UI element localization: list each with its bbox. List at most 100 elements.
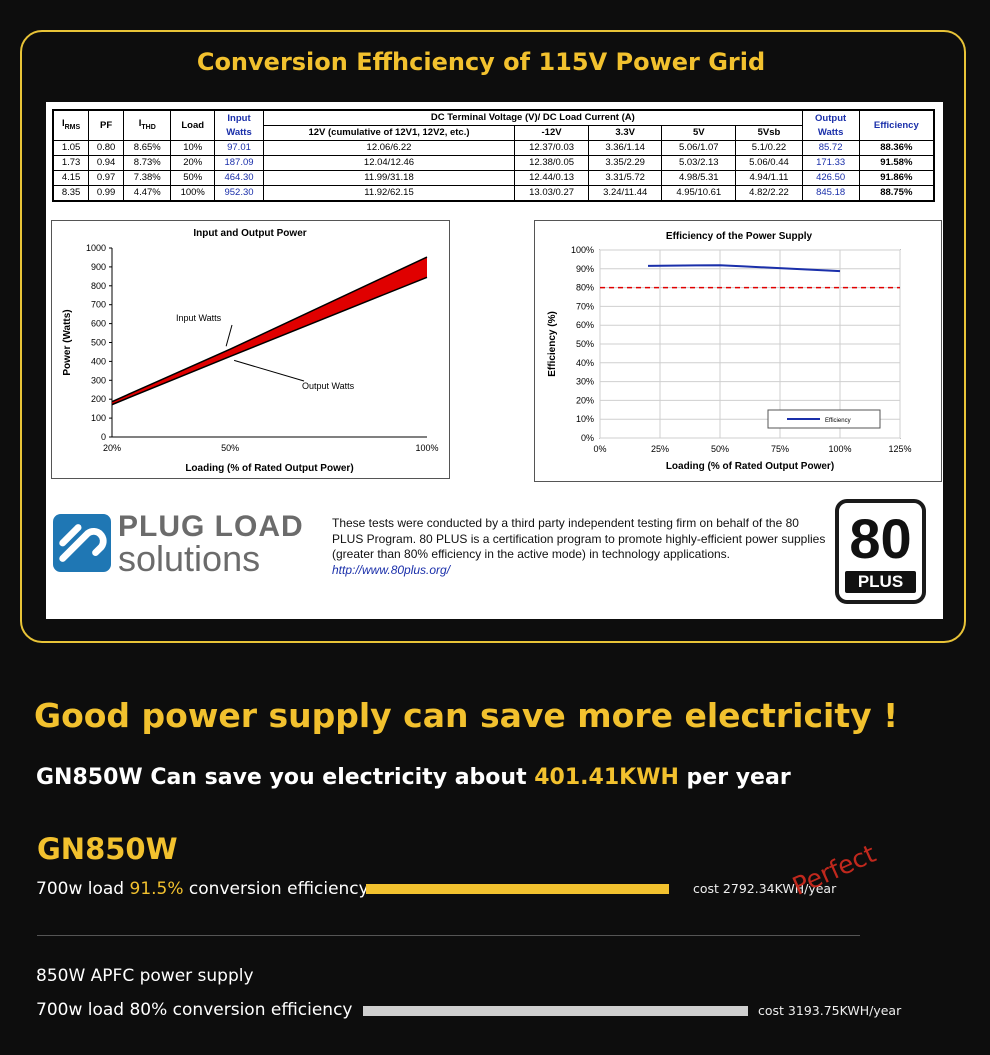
apfc-cost-bar bbox=[363, 1006, 748, 1016]
cell-output: 426.50 bbox=[801, 170, 860, 186]
cell-5v: 4.98/5.31 bbox=[661, 170, 737, 186]
y-tick-label: 100% bbox=[571, 245, 594, 255]
y-tick-label: 100 bbox=[91, 413, 106, 423]
y-tick-label: 400 bbox=[91, 356, 106, 366]
col-12v: 12V (cumulative of 12V1, 12V2, etc.) bbox=[263, 125, 515, 141]
cell-3v3: 3.35/2.29 bbox=[588, 155, 663, 171]
cell-m12v: 12.37/0.03 bbox=[513, 140, 590, 156]
x-tick-label: 100% bbox=[828, 444, 851, 454]
apfc-cost: cost 3193.75KWH/year bbox=[758, 1003, 902, 1018]
x-axis-label: Loading (% of Rated Output Power) bbox=[185, 463, 353, 474]
cell-pf: 0.80 bbox=[88, 140, 125, 156]
cell-m12v: 12.44/0.13 bbox=[513, 170, 590, 186]
y-tick-label: 50% bbox=[576, 339, 594, 349]
col-input: Input Watts bbox=[214, 109, 264, 141]
col-output: Output Watts bbox=[801, 109, 860, 141]
cell-ithd: 4.47% bbox=[123, 185, 172, 202]
grid-efficiency-frame bbox=[20, 30, 966, 643]
cell-output: 845.18 bbox=[801, 185, 860, 202]
cell-efficiency: 91.86% bbox=[858, 170, 935, 186]
cell-5vsb: 4.82/2.22 bbox=[735, 185, 803, 202]
power-chart: Input and Output Power 0 100 200 300 400 500 60… bbox=[51, 220, 450, 479]
badge-number: 80 bbox=[849, 507, 912, 570]
cell-5v: 4.95/10.61 bbox=[661, 185, 737, 202]
certification-description: These tests were conducted by a third pa… bbox=[332, 516, 832, 578]
divider bbox=[37, 935, 860, 936]
power-chart-svg: Input and Output Power 0 100 200 300 400 500 60… bbox=[62, 228, 439, 474]
cell-output: 171.33 bbox=[801, 155, 860, 171]
80plus-link[interactable]: http://www.80plus.org/ bbox=[332, 562, 451, 577]
y-tick-label: 90% bbox=[576, 264, 594, 274]
y-axis-label: Efficiency (%) bbox=[547, 311, 558, 377]
y-tick-label: 200 bbox=[91, 394, 106, 404]
x-tick-label: 20% bbox=[103, 443, 121, 453]
output-watts-annotation: Output Watts bbox=[302, 381, 355, 391]
x-tick-label: 25% bbox=[651, 444, 669, 454]
spec-table: IRMS PF ITHD Load Input Watts DC Termina… bbox=[52, 109, 935, 202]
cell-input: 97.01 bbox=[214, 140, 264, 156]
cell-5vsb: 5.1/0.22 bbox=[735, 140, 803, 156]
gn-cost: cost 2792.34KWH/year bbox=[693, 881, 837, 896]
cell-pf: 0.97 bbox=[88, 170, 125, 186]
gn-title: GN850W bbox=[37, 832, 178, 866]
y-tick-label: 600 bbox=[91, 319, 106, 329]
cell-efficiency: 88.36% bbox=[858, 140, 935, 156]
gn-cost-bar bbox=[366, 884, 669, 894]
cell-5v: 5.03/2.13 bbox=[661, 155, 737, 171]
apfc-efficiency-row: 700w load 80% conversion efficiency bbox=[36, 1000, 353, 1020]
cell-load: 20% bbox=[170, 155, 215, 171]
table-row: 8.35 0.99 4.47% 100% 952.30 11.92/62.15 … bbox=[52, 185, 935, 202]
x-tick-label: 50% bbox=[711, 444, 729, 454]
savings-amount: 401.41KWH bbox=[534, 765, 679, 790]
apfc-title: 850W APFC power supply bbox=[36, 966, 254, 986]
col-dc-group: DC Terminal Voltage (V)/ DC Load Current… bbox=[263, 109, 803, 126]
x-tick-label: 75% bbox=[771, 444, 789, 454]
y-axis-label: Power (Watts) bbox=[62, 309, 73, 375]
cell-efficiency: 88.75% bbox=[858, 185, 935, 202]
plug-logo-line2: solutions bbox=[118, 538, 261, 579]
headline: Good power supply can save more electric… bbox=[34, 696, 899, 735]
cell-irms: 1.05 bbox=[52, 140, 90, 156]
legend-label: Efficiency bbox=[825, 418, 851, 424]
cell-12v: 12.04/12.46 bbox=[263, 155, 515, 171]
efficiency-line bbox=[647, 264, 841, 273]
y-tick-label: 60% bbox=[576, 320, 594, 330]
cell-input: 952.30 bbox=[214, 185, 264, 202]
cell-input: 464.30 bbox=[214, 170, 264, 186]
badge-label: PLUS bbox=[845, 571, 916, 593]
cell-3v3: 3.24/11.44 bbox=[588, 185, 663, 202]
cell-pf: 0.99 bbox=[88, 185, 125, 202]
input-watts-annotation: Input Watts bbox=[176, 313, 222, 323]
gn-efficiency-value: 91.5% bbox=[129, 879, 184, 899]
table-row: 1.05 0.80 8.65% 10% 97.01 12.06/6.22 12.… bbox=[52, 140, 935, 156]
cell-irms: 4.15 bbox=[52, 170, 90, 186]
cell-efficiency: 91.58% bbox=[858, 155, 935, 171]
y-tick-label: 20% bbox=[576, 395, 594, 405]
x-axis-label: Loading (% of Rated Output Power) bbox=[666, 461, 834, 472]
col-5v: 5V bbox=[661, 125, 737, 141]
table-row: 4.15 0.97 7.38% 50% 464.30 11.99/31.18 1… bbox=[52, 170, 935, 186]
cell-ithd: 7.38% bbox=[123, 170, 172, 186]
table-row: 1.73 0.94 8.73% 20% 187.09 12.04/12.46 1… bbox=[52, 155, 935, 171]
x-tick-label: 0% bbox=[593, 444, 606, 454]
cell-ithd: 8.65% bbox=[123, 140, 172, 156]
description-text: These tests were conducted by a third pa… bbox=[332, 516, 826, 561]
col-3v3: 3.3V bbox=[588, 125, 663, 141]
cell-5vsb: 5.06/0.44 bbox=[735, 155, 803, 171]
cell-5vsb: 4.94/1.11 bbox=[735, 170, 803, 186]
col-ithd: ITHD bbox=[123, 109, 172, 141]
y-tick-label: 900 bbox=[91, 262, 106, 272]
plug-logo-line1: PLUG LOAD bbox=[118, 510, 304, 543]
efficiency-chart: Efficiency of the Power Supply 0% 10% 20% 30… bbox=[534, 220, 942, 482]
chart-title: Input and Output Power bbox=[193, 228, 306, 239]
cell-m12v: 13.03/0.27 bbox=[513, 185, 590, 202]
y-tick-label: 800 bbox=[91, 281, 106, 291]
x-tick-label: 100% bbox=[415, 443, 438, 453]
cell-12v: 11.99/31.18 bbox=[263, 170, 515, 186]
efficiency-chart-svg: Efficiency of the Power Supply 0% 10% 20% 30… bbox=[547, 231, 912, 472]
x-tick-label: 125% bbox=[888, 444, 911, 454]
cell-12v: 11.92/62.15 bbox=[263, 185, 515, 202]
col-load: Load bbox=[170, 109, 215, 141]
y-tick-label: 80% bbox=[576, 283, 594, 293]
cell-input: 187.09 bbox=[214, 155, 264, 171]
